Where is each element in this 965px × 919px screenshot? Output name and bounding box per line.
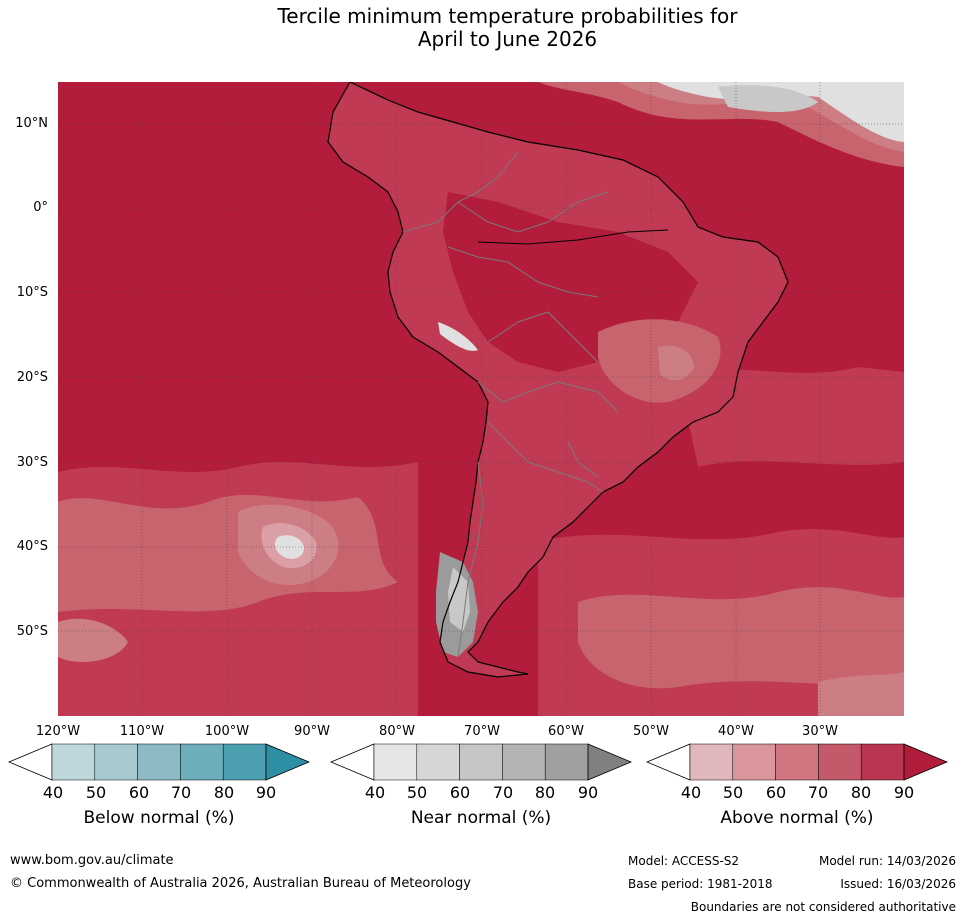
lat-label-30s: 30°S bbox=[16, 455, 48, 470]
amazon-river bbox=[477, 229, 669, 245]
lon-label-70w: 70°W bbox=[464, 724, 500, 739]
above-colorbar-cell bbox=[732, 743, 776, 781]
south-america-land bbox=[328, 82, 788, 677]
near-colorbar-low-tip bbox=[330, 743, 375, 781]
colorbar-below bbox=[8, 743, 310, 781]
near-tick-70: 70 bbox=[492, 783, 514, 802]
colorbar-above bbox=[646, 743, 948, 781]
below-colorbar-high-tip bbox=[265, 743, 310, 781]
lat-label-10s: 10°S bbox=[16, 285, 48, 300]
south-atlantic-band-70 bbox=[578, 587, 904, 689]
lon-label-110w: 110°W bbox=[119, 724, 165, 739]
footer-base-period: Base period: 1981-2018 bbox=[628, 877, 773, 891]
lat-label-10n: 10°N bbox=[15, 116, 48, 131]
above-tick-60: 60 bbox=[765, 783, 787, 802]
below-tick-80: 80 bbox=[213, 783, 235, 802]
near-colorbar-cell bbox=[373, 743, 418, 781]
map-title: Tercile minimum temperature probabilitie… bbox=[0, 5, 965, 51]
below-colorbar-cell bbox=[51, 743, 96, 781]
colorbar-above-cells bbox=[646, 743, 948, 781]
above-tick-70: 70 bbox=[807, 783, 829, 802]
below-tick-70: 70 bbox=[170, 783, 192, 802]
north-atlantic-near-mid bbox=[718, 85, 818, 112]
near-colorbar-high-tip bbox=[587, 743, 632, 781]
lon-label-80w: 80°W bbox=[379, 724, 415, 739]
graticule bbox=[58, 82, 904, 716]
near-tick-80: 80 bbox=[534, 783, 556, 802]
lat-label-50s: 50°S bbox=[16, 624, 48, 639]
probability-map bbox=[58, 82, 904, 716]
lon-label-60w: 60°W bbox=[548, 724, 584, 739]
coastline bbox=[327, 82, 789, 678]
footer-disclaimer: Boundaries are not considered authoritat… bbox=[690, 900, 956, 914]
above-colorbar-high-tip bbox=[903, 743, 948, 781]
footer-model: Model: ACCESS-S2 bbox=[628, 854, 740, 868]
lat-label-40s: 40°S bbox=[16, 539, 48, 554]
near-colorbar-cell bbox=[502, 743, 546, 781]
south-atlantic-tail bbox=[818, 672, 904, 716]
footer-website: www.bom.gov.au/climate bbox=[10, 853, 174, 868]
footer-copyright: © Commonwealth of Australia 2026, Austra… bbox=[10, 876, 471, 891]
below-colorbar-cell bbox=[222, 743, 267, 781]
footer-issued: Issued: 16/03/2026 bbox=[840, 877, 956, 891]
title-line-1: Tercile minimum temperature probabilitie… bbox=[277, 4, 738, 28]
title-line-2: April to June 2026 bbox=[417, 27, 598, 51]
lon-label-100w: 100°W bbox=[204, 724, 250, 739]
above-colorbar-cell bbox=[689, 743, 734, 781]
above-tick-50: 50 bbox=[722, 783, 744, 802]
lon-label-50w: 50°W bbox=[633, 724, 669, 739]
below-tick-50: 50 bbox=[85, 783, 107, 802]
colorbar-near bbox=[330, 743, 632, 781]
andes-near-normal bbox=[438, 322, 478, 351]
near-colorbar-cell bbox=[544, 743, 589, 781]
above-colorbar-cell bbox=[775, 743, 819, 781]
above-colorbar-cell bbox=[818, 743, 862, 781]
colorbar-near-title: Near normal (%) bbox=[410, 808, 552, 828]
above-tick-90: 90 bbox=[893, 783, 915, 802]
above-tick-40: 40 bbox=[680, 783, 702, 802]
below-colorbar-cell bbox=[180, 743, 224, 781]
colorbar-near-cells bbox=[330, 743, 632, 781]
lon-label-120w: 120°W bbox=[35, 724, 81, 739]
below-tick-90: 90 bbox=[255, 783, 277, 802]
lat-label-20s: 20°S bbox=[16, 370, 48, 385]
near-tick-60: 60 bbox=[449, 783, 471, 802]
below-tick-40: 40 bbox=[42, 783, 64, 802]
colorbar-above-title: Above normal (%) bbox=[720, 808, 874, 828]
patagonia-near-light bbox=[448, 567, 470, 632]
southern-ocean-patch-west bbox=[58, 618, 128, 662]
near-tick-40: 40 bbox=[364, 783, 386, 802]
brazil-highlands-patch-inner bbox=[658, 345, 694, 381]
above-colorbar-cell bbox=[860, 743, 905, 781]
near-tick-50: 50 bbox=[406, 783, 428, 802]
near-colorbar-cell bbox=[459, 743, 503, 781]
colorbar-below-title: Below normal (%) bbox=[83, 808, 235, 828]
near-tick-90: 90 bbox=[577, 783, 599, 802]
below-colorbar-low-tip bbox=[8, 743, 53, 781]
above-colorbar-low-tip bbox=[646, 743, 691, 781]
footer-model-run: Model run: 14/03/2026 bbox=[818, 854, 956, 868]
near-colorbar-cell bbox=[416, 743, 460, 781]
above-tick-80: 80 bbox=[850, 783, 872, 802]
lon-label-30w: 30°W bbox=[802, 724, 838, 739]
below-tick-60: 60 bbox=[128, 783, 150, 802]
lon-label-40w: 40°W bbox=[718, 724, 754, 739]
below-colorbar-cell bbox=[94, 743, 138, 781]
lon-label-90w: 90°W bbox=[294, 724, 330, 739]
colorbar-below-cells bbox=[8, 743, 310, 781]
below-colorbar-cell bbox=[137, 743, 181, 781]
lat-label-0: 0° bbox=[33, 200, 48, 215]
north-atlantic-near-light bbox=[658, 82, 904, 142]
